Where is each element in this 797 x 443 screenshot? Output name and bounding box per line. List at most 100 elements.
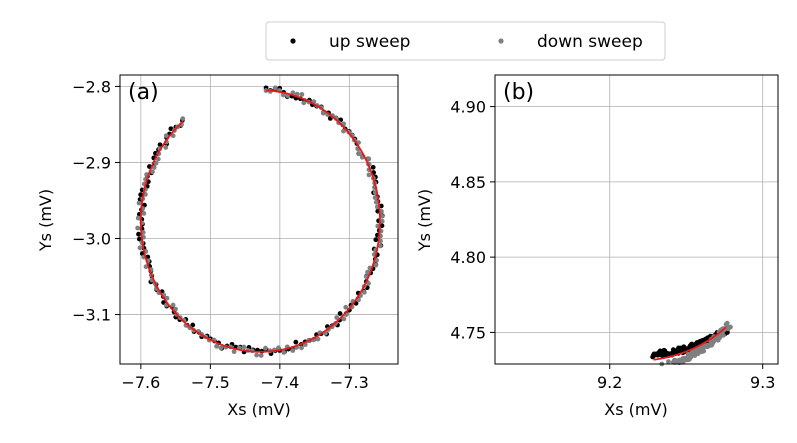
legend-label-up-sweep: up sweep <box>329 32 410 52</box>
point-down-sweep <box>258 353 264 358</box>
panel-b-ytick-label: 4.75 <box>450 323 486 342</box>
point-up-sweep <box>157 142 163 148</box>
point-down-sweep <box>163 133 169 139</box>
legend-marker-up-sweep <box>290 38 296 44</box>
legend-marker-down-sweep <box>498 38 504 44</box>
point-down-sweep <box>214 343 219 349</box>
point-down-sweep <box>137 245 143 251</box>
panel-a-frame <box>119 74 399 365</box>
panel-b-frame <box>494 74 779 365</box>
panel-a-xlabel: Xs (mV) <box>227 400 290 419</box>
legend: up sweep down sweep <box>265 21 666 61</box>
panel-b-xtick-label: 9.3 <box>750 373 775 392</box>
point-down-sweep <box>173 306 178 312</box>
point-down-sweep <box>135 215 141 221</box>
point-down-sweep <box>231 349 237 355</box>
panel-b-fit <box>653 326 727 361</box>
point-down-sweep <box>373 199 379 205</box>
point-down-sweep <box>728 324 733 330</box>
point-up-sweep <box>138 192 144 198</box>
point-down-sweep <box>366 281 371 286</box>
panel-b-label: (b) <box>503 80 534 105</box>
point-down-sweep <box>343 304 349 310</box>
point-down-sweep <box>301 100 307 106</box>
panel-a-points <box>135 85 385 358</box>
legend-frame <box>265 21 666 61</box>
point-down-sweep <box>218 345 224 351</box>
point-down-sweep <box>241 344 247 350</box>
panel-a-ytick-label: −3.0 <box>72 230 111 249</box>
panel-a-xtick-label: −7.5 <box>191 373 230 392</box>
point-down-sweep <box>341 316 347 322</box>
point-down-sweep <box>153 160 159 166</box>
point-down-sweep <box>272 85 278 91</box>
point-down-sweep <box>150 169 155 175</box>
point-down-sweep <box>361 289 367 295</box>
point-down-sweep <box>290 348 296 353</box>
panel-b-ytick-label: 4.80 <box>450 248 486 267</box>
point-down-sweep <box>281 349 287 355</box>
panel-b-ytick-label: 4.85 <box>450 173 486 192</box>
point-up-sweep <box>136 231 141 237</box>
point-down-sweep <box>372 195 378 201</box>
fit-curve <box>653 326 727 361</box>
point-down-sweep <box>135 225 141 231</box>
point-down-sweep <box>356 151 362 157</box>
point-down-sweep <box>377 243 383 249</box>
panel-a-fit <box>139 89 381 353</box>
panel-a-ytick-label: −3.1 <box>72 306 111 325</box>
panel-b-points <box>650 320 733 367</box>
point-down-sweep <box>136 200 142 206</box>
fit-curve <box>139 89 381 353</box>
point-down-sweep <box>341 128 346 134</box>
point-down-sweep <box>276 345 281 351</box>
point-down-sweep <box>170 133 176 139</box>
panel-b-grid <box>495 75 778 364</box>
point-down-sweep <box>365 269 370 275</box>
legend-label-down-sweep: down sweep <box>537 32 643 52</box>
panel-a-label: (a) <box>128 80 159 105</box>
point-down-sweep <box>164 295 170 301</box>
point-down-sweep <box>141 211 147 216</box>
point-down-sweep <box>163 145 169 150</box>
point-down-sweep <box>170 302 176 308</box>
panel-b-xtick-label: 9.2 <box>597 373 622 392</box>
panel-a: −7.6 −7.5 −7.4 −7.3 −2.8 −2.9 −3.0 −3.1 (a) Xs … <box>36 74 399 419</box>
point-down-sweep <box>724 320 730 326</box>
panel-a-xtick-label: −7.3 <box>330 373 369 392</box>
point-down-sweep <box>263 345 268 351</box>
panel-b-ylabel: Ys (mV) <box>415 189 434 252</box>
point-down-sweep <box>320 110 326 116</box>
panel-b: 9.2 9.3 4.75 4.80 4.85 4.90 (b) Xs (mV) Ys (m… <box>415 74 779 419</box>
panel-a-grid <box>120 75 398 364</box>
point-up-sweep <box>373 237 379 243</box>
point-down-sweep <box>366 172 372 178</box>
point-down-sweep <box>254 352 260 358</box>
panel-a-xtick-label: −7.6 <box>121 373 160 392</box>
point-down-sweep <box>721 332 726 338</box>
point-down-sweep <box>315 336 321 342</box>
point-down-sweep <box>299 345 304 351</box>
point-up-sweep <box>370 164 376 170</box>
point-up-sweep <box>293 339 299 345</box>
point-down-sweep <box>366 156 372 162</box>
panel-a-ytick-label: −2.9 <box>72 153 111 172</box>
panel-a-xtick-label: −7.4 <box>260 373 299 392</box>
point-up-sweep <box>337 311 343 316</box>
point-up-sweep <box>136 236 142 242</box>
point-down-sweep <box>334 315 340 320</box>
panel-a-ytick-label: −2.8 <box>72 77 111 96</box>
point-down-sweep <box>373 262 379 268</box>
point-down-sweep <box>379 213 385 219</box>
panel-a-ticks: −7.6 −7.5 −7.4 −7.3 −2.8 −2.9 −3.0 −3.1 <box>72 77 369 392</box>
point-down-sweep <box>180 116 186 121</box>
panel-b-xlabel: Xs (mV) <box>604 400 667 419</box>
panel-a-ylabel: Ys (mV) <box>36 189 55 252</box>
panel-b-ytick-label: 4.90 <box>450 98 486 117</box>
point-down-sweep <box>299 91 305 97</box>
point-down-sweep <box>379 218 385 224</box>
panel-b-ticks: 9.2 9.3 4.75 4.80 4.85 4.90 <box>450 98 775 392</box>
point-down-sweep <box>666 359 671 365</box>
point-down-sweep <box>155 156 161 162</box>
